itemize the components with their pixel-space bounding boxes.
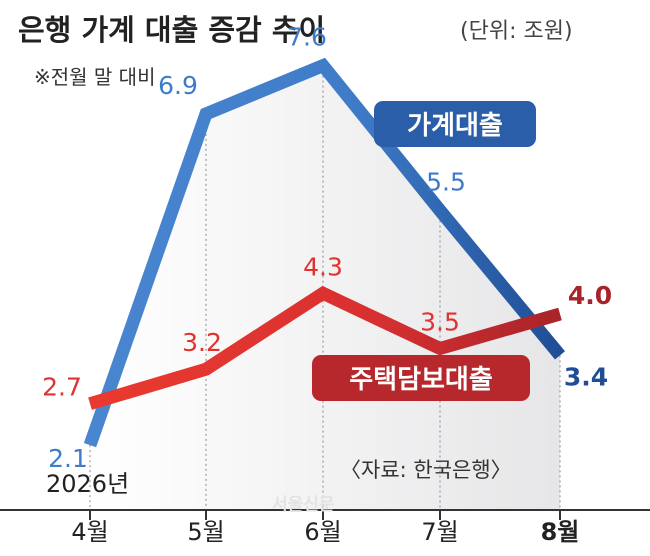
watermark: 서울신문 bbox=[272, 495, 335, 515]
chart-title: 은행 가계 대출 증감 추이 bbox=[18, 13, 325, 47]
data-label: 4.3 bbox=[303, 252, 343, 281]
series-line-mortgage bbox=[88, 285, 562, 410]
legend-label-household: 가계대출 bbox=[407, 111, 503, 141]
data-label: 5.5 bbox=[426, 168, 466, 197]
legend-label-mortgage: 주택담보대출 bbox=[349, 365, 493, 395]
data-label: 3.2 bbox=[182, 328, 222, 357]
x-tick-label: 6월 bbox=[304, 518, 341, 546]
data-label: 6.9 bbox=[158, 71, 198, 100]
x-tick-label: 5월 bbox=[187, 518, 224, 546]
x-tick-label: 7월 bbox=[421, 518, 458, 546]
x-tick-label: 8월 bbox=[541, 518, 580, 546]
source-label: 〈자료: 한국은행〉 bbox=[340, 458, 512, 482]
year-label: 2026년 bbox=[46, 470, 129, 498]
x-tick-label: 4월 bbox=[71, 518, 108, 546]
data-label: 3.4 bbox=[564, 362, 608, 391]
unit-label: (단위: 조원) bbox=[460, 19, 573, 44]
data-label: 2.1 bbox=[48, 444, 88, 473]
data-label: 3.5 bbox=[420, 308, 460, 337]
legend-box-mortgage bbox=[312, 355, 530, 401]
plot-area: 4월 5월 6월 7월 8월 2.1 6.9 7.6 5.5 3.4 2.7 3.2 4.3 3.5 4.0… bbox=[0, 23, 650, 546]
series-line-household bbox=[83, 57, 566, 448]
data-label: 2.7 bbox=[42, 373, 82, 402]
data-label: 4.0 bbox=[568, 281, 612, 310]
legend-box-household bbox=[374, 101, 536, 147]
data-label: 7.6 bbox=[287, 23, 327, 52]
comparison-note: ※전월 말 대비 bbox=[34, 65, 155, 89]
